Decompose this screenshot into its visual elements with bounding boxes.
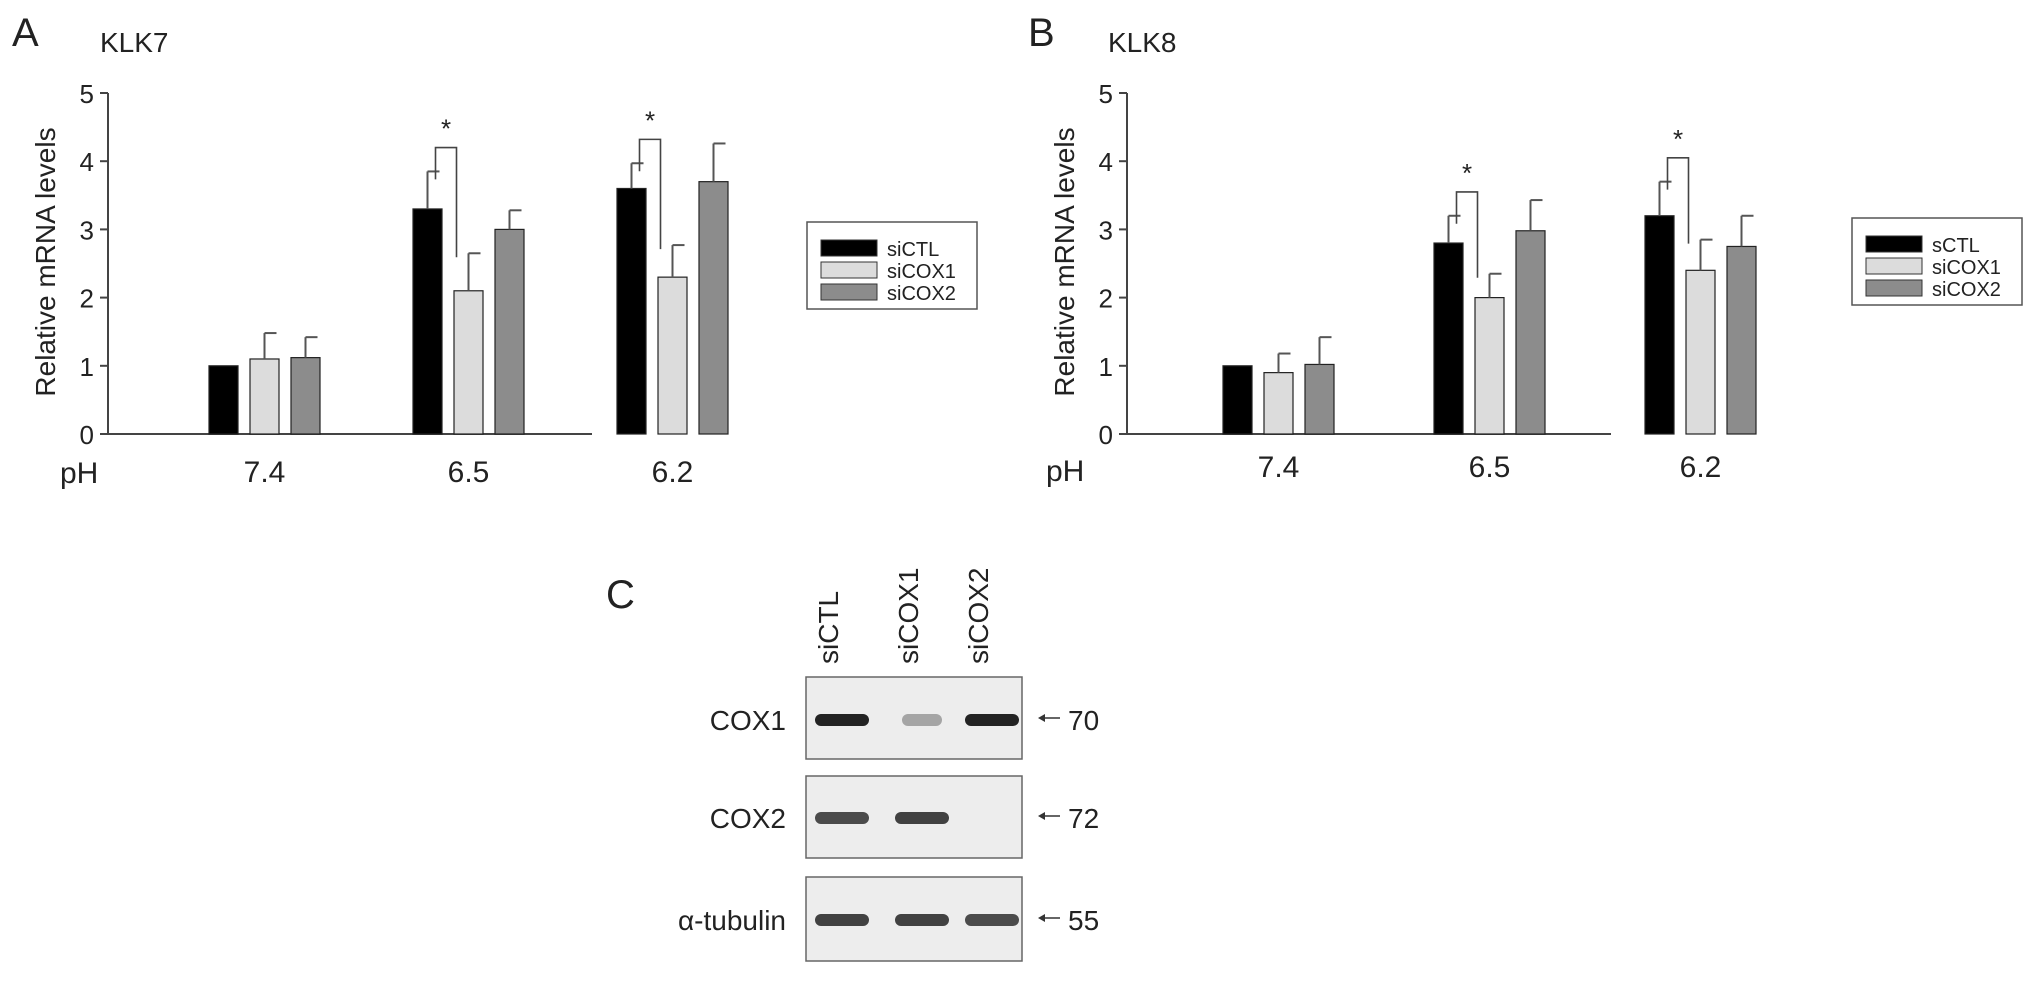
bar [1515, 230, 1546, 435]
protein-band [815, 714, 869, 726]
protein-label: α-tubulin [678, 905, 786, 936]
legend-swatch [820, 283, 878, 301]
protein-band [965, 714, 1019, 726]
bar [657, 276, 688, 435]
significance-bracket [434, 146, 458, 258]
lane-label: siCOX1 [893, 568, 924, 664]
western-blot: siCTL siCOX1 siCOX2 COX1 70 COX2 72 α-tubulin 55 [678, 568, 1099, 962]
bar [1644, 215, 1675, 435]
chart-title: KLK7 [100, 27, 169, 58]
lane-label: siCOX2 [963, 568, 994, 664]
category-label: 6.5 [448, 456, 490, 489]
protein-label: COX2 [710, 803, 786, 834]
bar [249, 358, 280, 435]
legend-label: siCTL [887, 239, 939, 261]
bar [1304, 363, 1335, 435]
category-label: 7.4 [244, 456, 286, 489]
y-tick-label: 1 [80, 352, 94, 382]
protein-band [895, 812, 949, 824]
x-prefix-label: pH [60, 457, 98, 490]
significance-marker: * [1462, 158, 1472, 188]
marker-arrowhead [1038, 812, 1045, 820]
y-tick-label: 0 [80, 420, 94, 450]
y-axis-label: Relative mRNA levels [30, 127, 61, 396]
bar [1726, 245, 1757, 435]
significance-marker: * [645, 105, 655, 135]
protein-band [965, 914, 1019, 926]
protein-band [902, 714, 942, 726]
bar [698, 181, 729, 435]
bar [1685, 269, 1716, 435]
protein-band [815, 914, 869, 926]
bar [494, 228, 525, 435]
category-label: 6.2 [652, 456, 694, 489]
chart-klk7: KLK7 Relative mRNA levels pH 0 1 2 3 4 5 7.4 6.… [30, 27, 978, 490]
legend-label: siCOX2 [1932, 279, 2001, 301]
y-tick-label: 4 [80, 147, 94, 177]
bar [1474, 297, 1505, 435]
y-tick-label: 4 [1099, 147, 1113, 177]
y-tick-label: 1 [1099, 352, 1113, 382]
panel-b-letter: B [1028, 11, 1055, 55]
y-tick-label: 2 [80, 284, 94, 314]
significance-bracket [638, 138, 662, 250]
marker-arrowhead [1038, 714, 1045, 722]
y-tick-label: 0 [1099, 420, 1113, 450]
panel-c-letter: C [606, 573, 635, 617]
category-label: 6.2 [1680, 451, 1722, 484]
significance-bracket [1666, 156, 1690, 244]
legend-swatch [1865, 235, 1923, 253]
y-tick-label: 3 [80, 215, 94, 245]
category-label: 7.4 [1258, 451, 1300, 484]
legend-label: siCOX1 [887, 261, 956, 283]
bar [290, 357, 321, 435]
y-tick-label: 3 [1099, 215, 1113, 245]
significance-bracket [1455, 191, 1479, 278]
protein-label: COX1 [710, 705, 786, 736]
y-tick-label: 5 [80, 79, 94, 109]
y-tick-label: 5 [1099, 79, 1113, 109]
legend-swatch [820, 261, 878, 279]
panel-a-letter: A [12, 11, 39, 55]
significance-marker: * [441, 114, 451, 144]
bar [616, 187, 647, 435]
bar [1433, 242, 1464, 435]
lane-label: siCTL [813, 591, 844, 664]
protein-band [895, 914, 949, 926]
legend-label: sCTL [1932, 235, 1980, 257]
molecular-weight-marker: 70 [1068, 705, 1099, 736]
molecular-weight-marker: 72 [1068, 803, 1099, 834]
legend-swatch [1865, 279, 1923, 297]
legend-label: siCOX2 [887, 283, 956, 305]
legend-swatch [1865, 257, 1923, 275]
bar [1222, 365, 1253, 435]
legend-swatch [820, 239, 878, 257]
marker-arrowhead [1038, 914, 1045, 922]
significance-marker: * [1673, 124, 1683, 154]
molecular-weight-marker: 55 [1068, 905, 1099, 936]
y-tick-label: 2 [1099, 284, 1113, 314]
legend-label: siCOX1 [1932, 257, 2001, 279]
x-prefix-label: pH [1046, 455, 1084, 488]
chart-title: KLK8 [1108, 27, 1177, 58]
bar [208, 365, 239, 435]
bar [412, 208, 443, 435]
category-label: 6.5 [1469, 451, 1511, 484]
bar [453, 290, 484, 435]
protein-band [815, 812, 869, 824]
bar [1263, 372, 1294, 435]
y-axis-label: Relative mRNA levels [1049, 127, 1080, 396]
chart-klk8: KLK8 Relative mRNA levels pH 0 1 2 3 4 5 7.4 6.… [1046, 27, 2023, 488]
